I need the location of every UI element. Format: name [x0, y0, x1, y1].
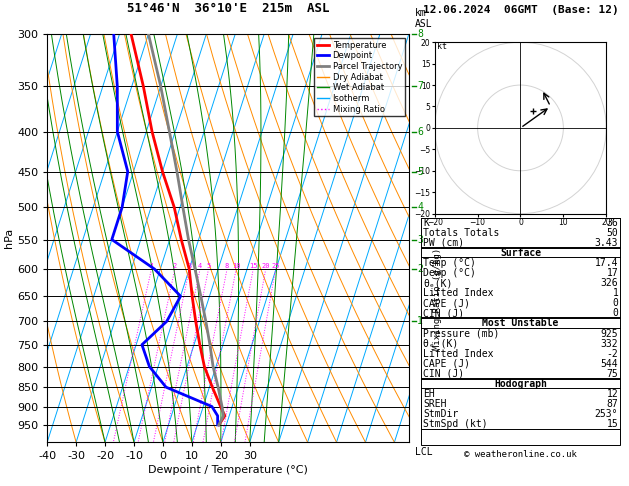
Text: K: K	[423, 218, 429, 227]
Text: 1: 1	[149, 263, 153, 269]
Text: 1: 1	[417, 316, 423, 326]
Text: 12.06.2024  06GMT  (Base: 12): 12.06.2024 06GMT (Base: 12)	[423, 4, 618, 15]
Text: 8: 8	[225, 263, 229, 269]
Text: SREH: SREH	[423, 399, 447, 409]
Y-axis label: hPa: hPa	[4, 228, 14, 248]
Text: Lifted Index: Lifted Index	[423, 349, 494, 359]
Text: StmSpd (kt): StmSpd (kt)	[423, 419, 488, 430]
X-axis label: Dewpoint / Temperature (°C): Dewpoint / Temperature (°C)	[148, 466, 308, 475]
Text: 0: 0	[613, 309, 618, 318]
Text: 326: 326	[601, 278, 618, 288]
Text: kt: kt	[437, 42, 447, 51]
Text: 50: 50	[606, 227, 618, 238]
Text: Lifted Index: Lifted Index	[423, 288, 494, 298]
Text: 3.43: 3.43	[595, 238, 618, 248]
Text: 20: 20	[262, 263, 270, 269]
Text: 75: 75	[606, 369, 618, 379]
Text: Mixing Ratio (g/kg): Mixing Ratio (g/kg)	[433, 248, 442, 350]
Text: Pressure (mb): Pressure (mb)	[423, 329, 499, 339]
Text: 6: 6	[417, 126, 423, 137]
Text: © weatheronline.co.uk: © weatheronline.co.uk	[464, 450, 577, 459]
Text: 7: 7	[417, 81, 423, 91]
Text: 4: 4	[417, 202, 423, 212]
Text: 15: 15	[606, 419, 618, 430]
Text: StmDir: StmDir	[423, 409, 459, 419]
Text: 2: 2	[417, 264, 423, 274]
Text: 3: 3	[187, 263, 191, 269]
Text: 17: 17	[606, 268, 618, 278]
Text: Surface: Surface	[500, 248, 541, 258]
Text: 4: 4	[198, 263, 202, 269]
Text: km
ASL: km ASL	[415, 8, 433, 29]
Text: Temp (°C): Temp (°C)	[423, 258, 476, 268]
Text: θₑ(K): θₑ(K)	[423, 278, 453, 288]
Text: 332: 332	[601, 339, 618, 348]
Text: 3: 3	[417, 235, 423, 244]
Text: 17.4: 17.4	[595, 258, 618, 268]
Text: -2: -2	[606, 349, 618, 359]
Text: 36: 36	[606, 218, 618, 227]
Text: 8: 8	[417, 29, 423, 39]
Text: Most Unstable: Most Unstable	[482, 318, 559, 329]
Text: 2: 2	[173, 263, 177, 269]
Text: 12: 12	[606, 389, 618, 399]
Text: Dewp (°C): Dewp (°C)	[423, 268, 476, 278]
Text: EH: EH	[423, 389, 435, 399]
Text: Totals Totals: Totals Totals	[423, 227, 499, 238]
Text: CAPE (J): CAPE (J)	[423, 359, 470, 369]
Text: CAPE (J): CAPE (J)	[423, 298, 470, 308]
Text: 10: 10	[232, 263, 240, 269]
Text: 25: 25	[271, 263, 280, 269]
Text: PW (cm): PW (cm)	[423, 238, 464, 248]
Text: 1: 1	[613, 288, 618, 298]
Legend: Temperature, Dewpoint, Parcel Trajectory, Dry Adiabat, Wet Adiabat, Isotherm, Mi: Temperature, Dewpoint, Parcel Trajectory…	[314, 38, 404, 116]
Text: Hodograph: Hodograph	[494, 379, 547, 389]
Text: CIN (J): CIN (J)	[423, 369, 464, 379]
Text: 5: 5	[206, 263, 211, 269]
Text: CIN (J): CIN (J)	[423, 309, 464, 318]
Text: LCL: LCL	[415, 447, 433, 457]
Text: 253°: 253°	[595, 409, 618, 419]
Text: θₑ (K): θₑ (K)	[423, 339, 459, 348]
Text: 0: 0	[613, 298, 618, 308]
Text: 5: 5	[417, 167, 423, 176]
Text: 87: 87	[606, 399, 618, 409]
Text: 544: 544	[601, 359, 618, 369]
Text: 925: 925	[601, 329, 618, 339]
Text: 51°46'N  36°10'E  215m  ASL: 51°46'N 36°10'E 215m ASL	[127, 1, 329, 15]
Text: 15: 15	[249, 263, 257, 269]
